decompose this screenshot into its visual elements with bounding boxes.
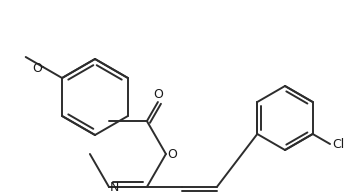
Text: O: O xyxy=(32,61,42,74)
Text: O: O xyxy=(167,147,177,161)
Text: Cl: Cl xyxy=(332,137,344,151)
Text: N: N xyxy=(110,181,119,192)
Text: O: O xyxy=(153,88,163,101)
